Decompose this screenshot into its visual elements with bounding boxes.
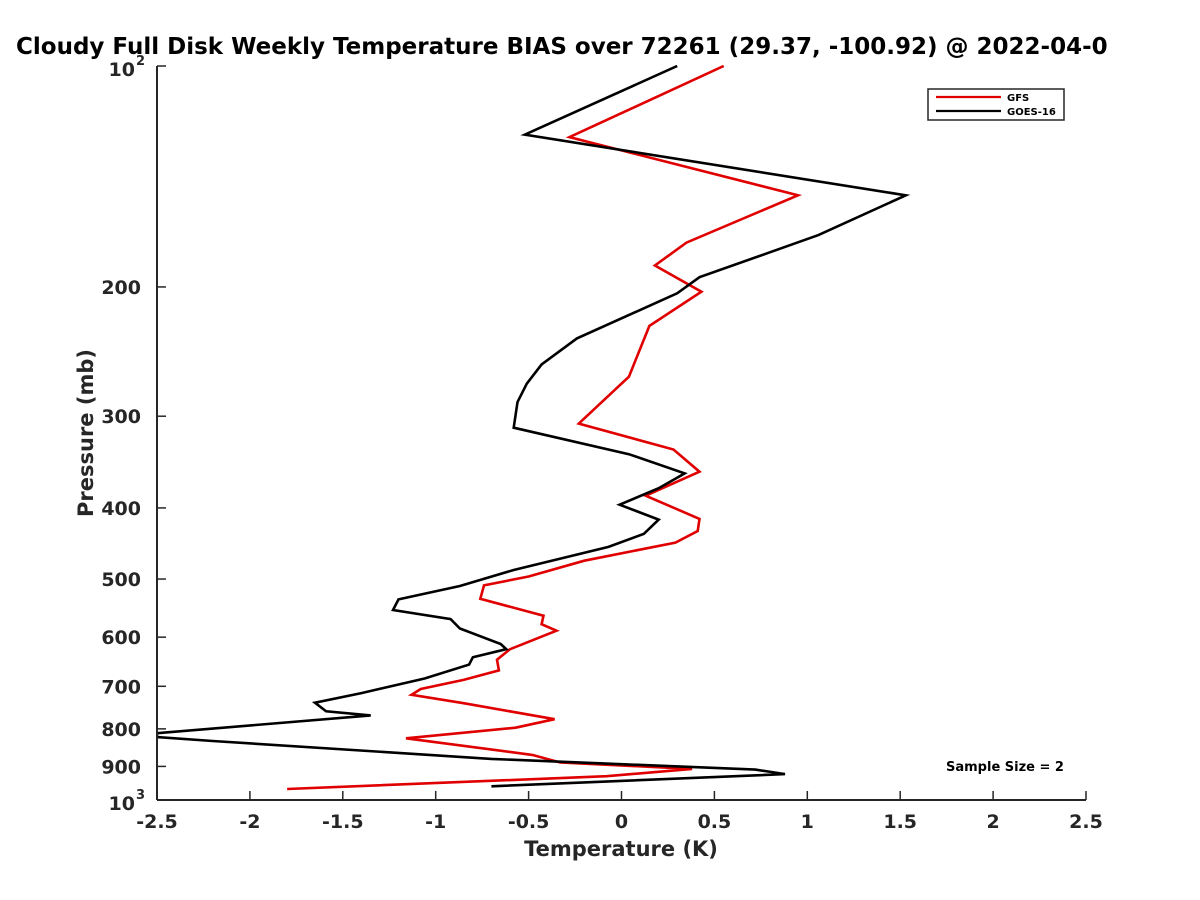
x-tick-label: 0 [615,811,628,833]
y-tick-label: 900 [101,756,141,778]
x-tick-label: -2.5 [136,811,178,833]
legend: GFS GOES-16 [927,88,1065,121]
y-tick-label: 10 [109,59,135,81]
x-tick-label: 1 [801,811,814,833]
x-tick-label: -1 [425,811,446,833]
x-tick-label: -0.5 [508,811,550,833]
y-tick-label: 700 [101,676,141,698]
chart-title: Cloudy Full Disk Weekly Temperature BIAS… [16,34,1108,60]
legend-label-goes16: GOES-16 [1007,107,1056,118]
x-tick-label: 2.5 [1069,811,1103,833]
series-line-goes16 [157,65,911,788]
x-tick-label: -2 [239,811,260,833]
y-tick-label: 300 [101,406,141,428]
y-tick-label: 600 [101,627,141,649]
axes-layer: -2.5 -2 -1.5 -1 -0.5 0 0.5 1 1.5 2 2.5 10 220030040… [101,54,1103,833]
series-layer [157,65,911,791]
legend-label-gfs: GFS [1007,93,1029,104]
x-ticks: -2.5 -2 -1.5 -1 -0.5 0 0.5 1 1.5 2 2.5 [136,791,1103,833]
y-tick-label: 800 [101,719,141,741]
x-tick-label: -1.5 [322,811,364,833]
legend-box [927,88,1065,121]
x-tick-label: 0.5 [698,811,732,833]
y-axis-label: Pressure (mb) [74,349,98,517]
y-tick-exponent: 2 [136,54,145,69]
series-line-gfs [287,65,803,791]
y-tick-label: 400 [101,498,141,520]
y-tick-label: 200 [101,277,141,299]
y-tick-label: 500 [101,569,141,591]
y-tick-exponent: 3 [136,788,145,803]
x-axis-label: Temperature (K) [524,837,718,861]
x-tick-label: 2 [986,811,999,833]
plot-area [157,65,911,791]
y-tick-label: 10 [109,793,135,815]
x-tick-label: 1.5 [883,811,917,833]
sample-size-annotation: Sample Size = 2 [946,760,1064,775]
